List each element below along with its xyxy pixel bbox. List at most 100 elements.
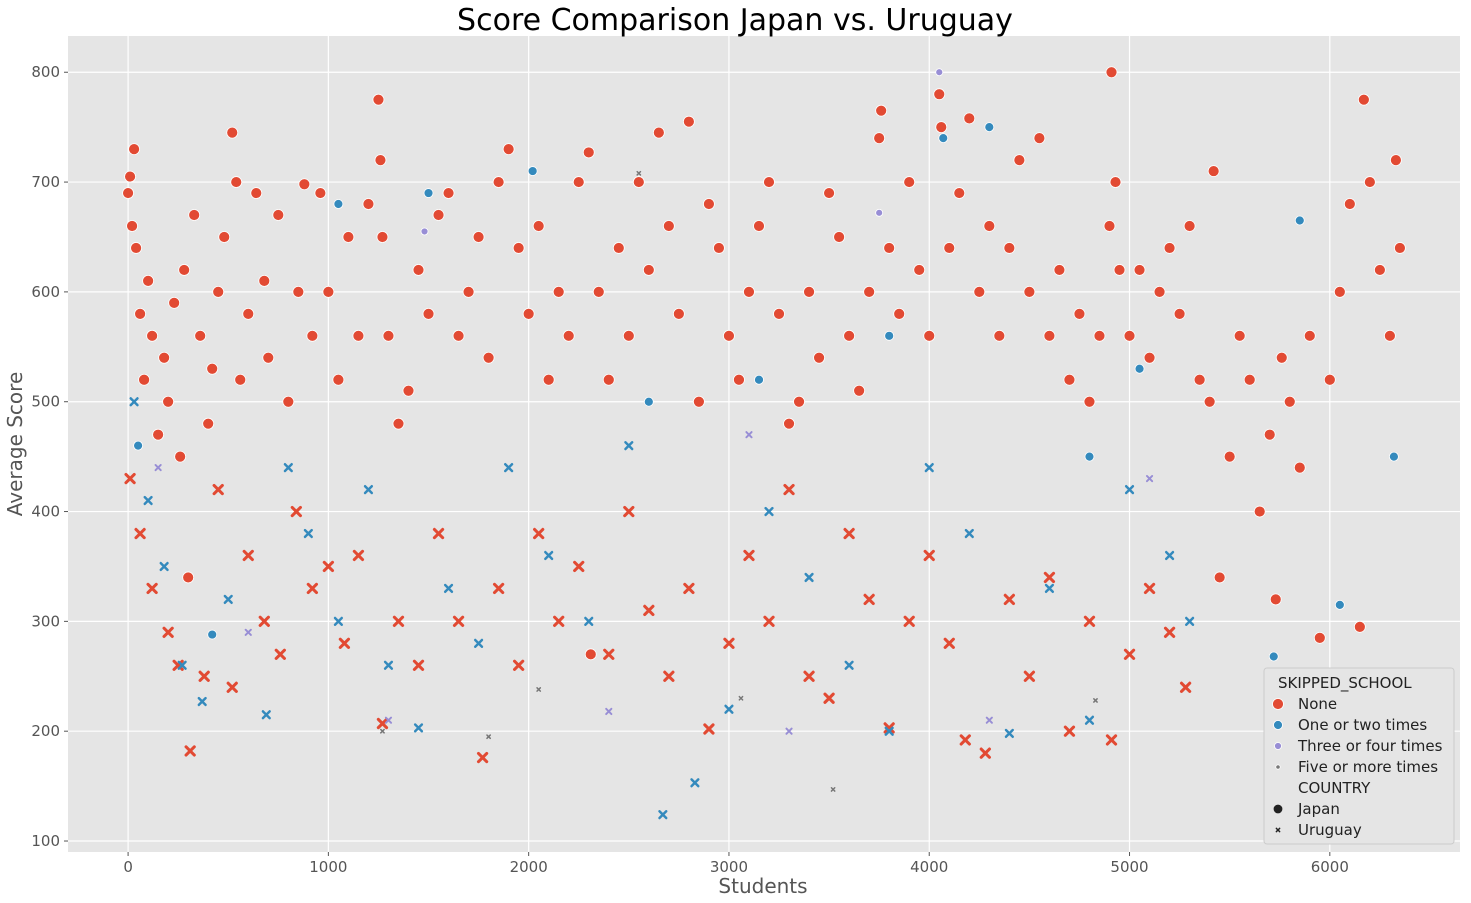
data-point: [652, 126, 665, 139]
data-point: [1333, 285, 1346, 298]
data-point: [168, 296, 181, 309]
data-point: [258, 275, 271, 287]
data-point: [223, 594, 233, 605]
data-point: [486, 734, 492, 740]
data-point: [1163, 242, 1176, 254]
data-point: [603, 648, 615, 660]
data-point: [1383, 329, 1396, 342]
data-point: [1103, 220, 1116, 232]
legend-item-label: None: [1298, 695, 1337, 713]
data-point: [913, 264, 926, 276]
data-point: [158, 351, 171, 364]
data-point: [1334, 599, 1345, 610]
data-point: [420, 227, 429, 236]
data-point: [973, 285, 986, 298]
data-point: [959, 734, 971, 746]
data-point: [333, 199, 344, 209]
data-point: [1294, 215, 1305, 226]
data-point: [1044, 583, 1055, 594]
data-point: [783, 417, 795, 430]
data-point: [363, 484, 374, 495]
y-tick-label: 200: [31, 722, 60, 740]
data-point: [823, 692, 835, 704]
x-axis-ticks: 0 1000 2000 3000 4000 5000 6000: [123, 852, 1349, 876]
data-point: [662, 220, 675, 232]
data-point: [743, 285, 755, 298]
data-point: [452, 615, 465, 628]
data-point: [124, 472, 136, 485]
data-point: [376, 717, 389, 730]
data-point: [178, 264, 191, 276]
data-point: [1363, 176, 1376, 188]
data-point: [1043, 571, 1056, 584]
data-point: [362, 198, 375, 210]
data-point: [873, 132, 886, 145]
data-point: [623, 505, 635, 518]
data-point: [382, 329, 395, 342]
data-point: [482, 351, 495, 364]
x-axis-label: Students: [718, 874, 807, 898]
x-tick-label: 6000: [1311, 858, 1349, 876]
data-point: [1389, 451, 1399, 462]
data-point: [983, 220, 996, 232]
data-point: [1163, 626, 1176, 638]
data-point: [562, 329, 575, 342]
data-point: [713, 242, 725, 254]
data-point: [1084, 715, 1095, 725]
data-point: [290, 505, 302, 518]
data-point: [1145, 475, 1154, 483]
data-point: [584, 648, 597, 661]
data-point: [374, 154, 387, 167]
data-point: [143, 495, 153, 506]
data-point: [803, 670, 815, 682]
data-point: [128, 143, 140, 156]
x-tick-label: 1000: [309, 858, 347, 876]
data-point: [1268, 651, 1279, 662]
legend-item-label: One or two times: [1298, 716, 1427, 734]
data-point: [432, 209, 445, 221]
data-point: [1053, 264, 1066, 276]
data-point: [703, 723, 715, 735]
data-point: [274, 648, 286, 660]
data-point: [292, 285, 305, 298]
data-point: [803, 285, 815, 298]
data-point: [1223, 450, 1236, 463]
data-point: [303, 528, 313, 539]
data-point: [743, 549, 755, 562]
data-point: [723, 637, 735, 649]
data-point: [1164, 550, 1175, 561]
data-point: [322, 285, 335, 298]
data-point: [130, 242, 142, 254]
y-tick-label: 800: [31, 63, 60, 81]
data-point: [1179, 681, 1192, 693]
data-point: [753, 220, 765, 232]
data-point: [632, 176, 645, 188]
data-point: [338, 637, 351, 649]
data-point: [602, 373, 615, 386]
data-point: [134, 307, 147, 320]
data-point: [690, 778, 700, 788]
data-point: [875, 104, 888, 117]
data-point: [924, 462, 934, 473]
data-point: [1394, 242, 1406, 254]
data-point: [783, 483, 795, 496]
data-point: [1143, 582, 1156, 595]
data-point: [1093, 329, 1106, 342]
data-point: [536, 687, 542, 692]
data-point: [1153, 285, 1166, 298]
data-point: [843, 329, 856, 342]
data-point: [1390, 154, 1402, 167]
data-point: [258, 615, 270, 628]
data-point: [764, 506, 774, 517]
y-tick-label: 100: [31, 832, 60, 850]
plot-area: [68, 36, 1460, 852]
data-point: [793, 395, 805, 408]
data-point: [492, 176, 505, 188]
data-point: [1013, 154, 1026, 167]
data-point: [133, 440, 144, 451]
data-point: [1203, 395, 1216, 408]
legend-item-label: Three or four times: [1297, 737, 1443, 755]
data-point: [943, 242, 956, 254]
data-point: [884, 330, 895, 341]
x-tick-label: 2000: [510, 858, 548, 876]
